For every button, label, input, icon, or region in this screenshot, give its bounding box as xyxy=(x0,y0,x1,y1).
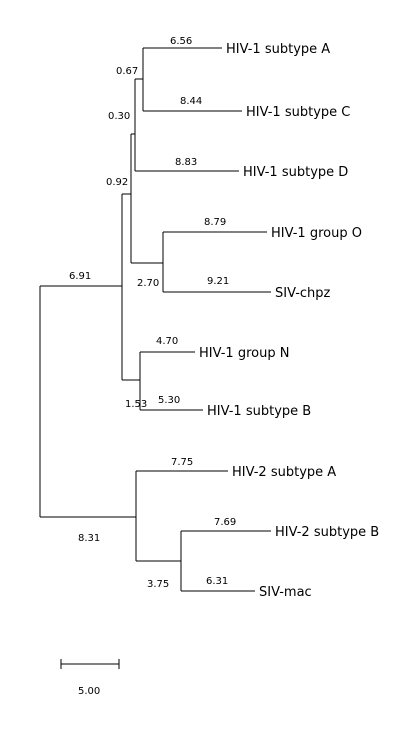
taxon-hiv1-group-o: HIV-1 group O xyxy=(271,226,362,241)
blen-b: 5.30 xyxy=(158,395,180,406)
taxon-siv-mac: SIV-mac xyxy=(259,585,312,600)
blen-h2: 8.31 xyxy=(78,533,100,544)
taxon-siv-chpz: SIV-chpz xyxy=(275,286,331,301)
blen-c: 8.44 xyxy=(180,96,202,107)
blen-h2a: 7.75 xyxy=(171,457,193,468)
blen-nb: 1.53 xyxy=(125,399,147,410)
taxon-hiv2-subtype-a: HIV-2 subtype A xyxy=(232,465,336,480)
blen-d: 8.83 xyxy=(175,157,197,168)
blen-o: 8.79 xyxy=(204,217,226,228)
blen-ac: 0.67 xyxy=(116,66,138,77)
taxon-hiv1-subtype-d: HIV-1 subtype D xyxy=(243,165,348,180)
blen-ocp: 0.92 xyxy=(106,177,128,188)
blen-hiv1: 6.91 xyxy=(69,271,91,282)
blen-a: 6.56 xyxy=(170,36,192,47)
blen-bmac: 3.75 xyxy=(147,579,169,590)
scale-bar-label: 5.00 xyxy=(78,686,100,697)
blen-acd: 0.30 xyxy=(108,111,130,122)
taxon-hiv2-subtype-b: HIV-2 subtype B xyxy=(275,525,379,540)
blen-n: 4.70 xyxy=(156,336,178,347)
blen-ocp-inner: 2.70 xyxy=(137,278,159,289)
taxon-hiv1-group-n: HIV-1 group N xyxy=(199,346,289,361)
blen-h2b: 7.69 xyxy=(214,517,236,528)
blen-mac: 6.31 xyxy=(206,576,228,587)
blen-cp: 9.21 xyxy=(207,276,229,287)
taxon-hiv1-subtype-c: HIV-1 subtype C xyxy=(246,105,350,120)
taxon-hiv1-subtype-a: HIV-1 subtype A xyxy=(226,42,330,57)
taxon-hiv1-subtype-b: HIV-1 subtype B xyxy=(207,404,311,419)
